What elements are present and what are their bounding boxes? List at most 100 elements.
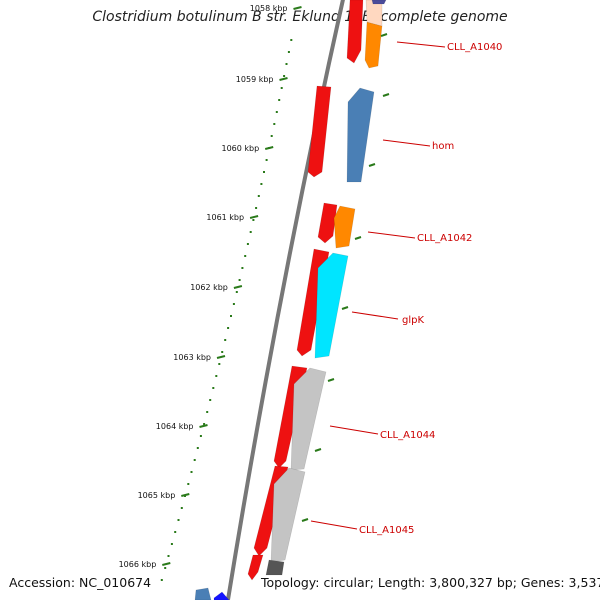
scale-dot [206,411,209,413]
scale-dot [285,63,288,65]
gene-label: CLL_A1042 [417,233,472,244]
scale-dot [193,459,196,461]
scale-dot [244,255,247,257]
scale-dot [273,123,276,125]
gene-label-leader [351,311,399,320]
scale-dot [170,543,173,545]
scale-dot [238,279,241,281]
forward-gene-arrow [346,0,364,64]
scale-tick [162,562,171,566]
scale-dot [255,207,258,209]
scale-dot [263,171,265,173]
scale-dot [235,291,238,293]
scale-dot [260,183,263,185]
strand-tick [382,93,390,97]
gene-bottom-steelblue [194,587,212,600]
scale-tick [199,424,208,428]
gene-label: CLL_A1045 [359,525,414,536]
scale-dot [275,111,278,113]
scale-tick [264,146,274,150]
scale-tick-label: 1061 kbp [206,213,244,222]
gene-label-leader [329,425,379,435]
gene-label: CLL_A1040 [447,42,502,53]
scale-dot [160,579,163,581]
scale-dot [174,531,177,533]
scale-dot [187,483,190,485]
scale-dot [257,195,260,197]
scale-tick-label: 1062 kbp [190,283,228,292]
scale-dot [230,315,232,317]
scale-dot [246,243,249,245]
gene-label-leader [367,231,416,239]
strand-tick [341,306,349,310]
strand-tick [301,518,309,522]
scale-tick-label: 1064 kbp [156,422,194,431]
gene-unlabeled-gray [265,559,285,576]
gene-label: glpK [402,315,424,326]
scale-tick-label: 1063 kbp [173,353,211,362]
strand-tick [354,236,362,240]
scale-dot [180,507,183,509]
strand-tick [380,33,388,37]
scale-dot [249,231,252,233]
scale-tick-label: 1066 kbp [119,560,157,569]
scale-dot [221,351,224,353]
gene-label-leader [310,520,358,530]
scale-dot [199,435,202,437]
gene-cll-a1042 [333,205,356,249]
kbp-scale: 1058 kbp 1059 kbp 1060 kbp 1061 kbp 1062 kbp… [119,4,302,581]
scale-dot [215,375,218,377]
accession-text: Accession: NC_010674 [9,575,152,590]
gene-glpk [314,252,349,359]
scale-dot [209,399,212,401]
gene-label-leader [382,139,431,147]
gene-cll-a1040 [364,21,383,69]
scale-dot [190,471,193,473]
scale-tick [181,493,190,497]
scale-dot [241,267,244,269]
strand-tick [314,448,322,452]
scale-dot [164,567,167,569]
forward-gene-arrow [317,202,338,244]
gene-label: CLL_A1044 [380,430,435,441]
gene-label: hom [432,141,454,152]
map-title: Clostridium botulinum B str. Eklund 17B,… [92,9,508,25]
gene-cll-a1045 [270,467,306,563]
scale-dot [287,51,290,53]
scale-tick [293,6,302,10]
strand-tick [368,163,376,167]
scale-dot [218,363,221,365]
scale-tick [233,285,243,289]
scale-tick [249,215,259,219]
scale-tick [216,355,226,359]
strand-tick [327,378,335,382]
scale-dot [265,159,268,161]
scale-dot [212,387,215,389]
gene-label-leader [396,41,446,48]
scale-dot [227,327,230,329]
scale-tick-label: 1059 kbp [236,75,274,84]
scale-tick-label: 1060 kbp [221,144,259,153]
scale-tick-label: 1065 kbp [138,491,176,500]
genome-summary-text: Topology: circular; Length: 3,800,327 bp… [261,575,600,590]
scale-dot [283,75,286,77]
scale-dot [270,135,273,137]
scale-tick [279,77,288,81]
scale-dot [167,555,170,557]
scale-dot [290,39,293,41]
scale-dot [280,87,283,89]
gene-top-purple [371,0,387,5]
forward-gene-arrow [247,554,264,581]
genome-backbone [225,0,345,600]
scale-dot [177,519,180,521]
gene-track [194,0,390,600]
scale-dot [232,303,235,305]
scale-tick-label: 1058 kbp [250,4,288,13]
gene-hom [346,87,375,183]
forward-gene-arrow [307,85,332,178]
gene-bottom-blue [213,591,230,600]
gene-cll-a1044 [290,367,327,471]
scale-dot [278,99,281,101]
